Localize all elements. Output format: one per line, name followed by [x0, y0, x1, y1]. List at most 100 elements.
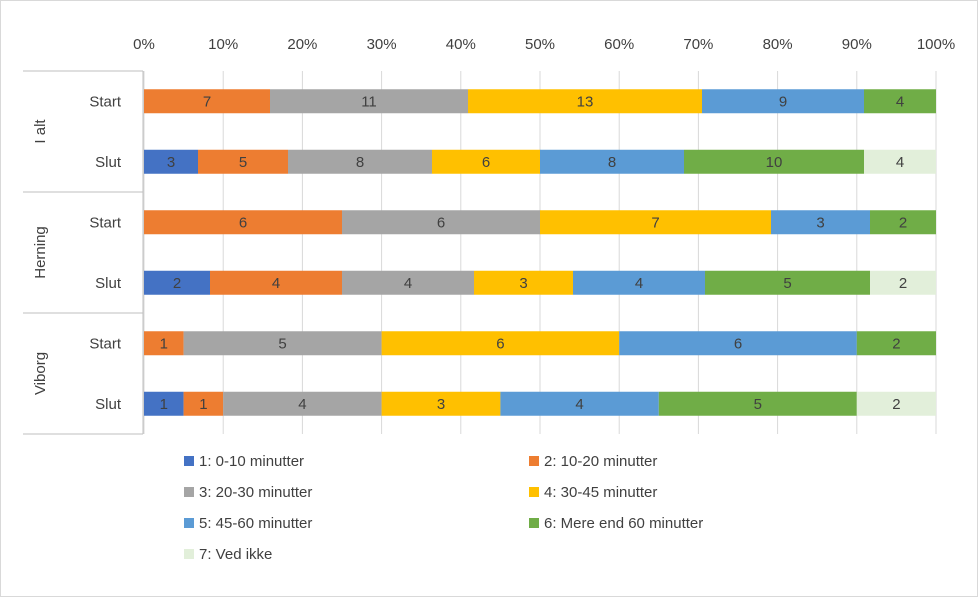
x-tick-label: 0% — [133, 36, 155, 53]
row-label: Slut — [95, 396, 122, 413]
data-label: 2 — [899, 275, 907, 292]
x-tick-label: 50% — [525, 36, 555, 53]
data-label: 2 — [892, 335, 900, 352]
bar-segment — [500, 391, 659, 416]
legend-label: 1: 0-10 minutter — [199, 453, 304, 470]
bar-segment — [540, 210, 771, 235]
bar-segment — [342, 210, 540, 235]
data-label: 7 — [651, 214, 659, 231]
data-label: 4 — [298, 396, 306, 413]
bar-segment — [864, 149, 936, 174]
bar-segment — [144, 89, 270, 114]
bar-segment — [684, 149, 864, 174]
bar-segment — [144, 331, 184, 356]
legend-swatch — [529, 456, 539, 466]
data-label: 10 — [766, 154, 783, 171]
bar-segment — [381, 331, 620, 356]
bar-segment — [870, 270, 936, 295]
data-label: 5 — [278, 335, 286, 352]
bar-segment — [144, 391, 184, 416]
bar-segment — [432, 149, 540, 174]
legend-label: 6: Mere end 60 minutter — [544, 515, 703, 532]
data-label: 4 — [575, 396, 583, 413]
bar-segment — [619, 331, 857, 356]
data-label: 4 — [272, 275, 280, 292]
bar-segment — [474, 270, 573, 295]
data-label: 6 — [482, 154, 490, 171]
bar-segment — [771, 210, 870, 235]
bar-segment — [288, 149, 432, 174]
x-tick-label: 10% — [208, 36, 238, 53]
x-tick-label: 40% — [446, 36, 476, 53]
legend-label: 3: 20-30 minutter — [199, 484, 312, 501]
x-axis-ticks: 0% 10% 20% 30% 40% 50% 60% 70% 80% 90% 100% — [133, 36, 955, 53]
x-tick-label: 60% — [604, 36, 634, 53]
data-label: 6 — [239, 214, 247, 231]
bar-segment — [702, 89, 864, 114]
legend-label: 5: 45-60 minutter — [199, 515, 312, 532]
data-label: 3 — [437, 396, 445, 413]
data-label: 3 — [167, 154, 175, 171]
data-label: 4 — [635, 275, 643, 292]
data-label: 7 — [203, 93, 211, 110]
legend-swatch — [529, 518, 539, 528]
legend-swatch — [184, 518, 194, 528]
group-label: I alt — [32, 119, 49, 144]
legend-swatch — [184, 549, 194, 559]
data-label: 5 — [783, 275, 791, 292]
legend: 1: 0-10 minutter 2: 10-20 minutter 3: 20-3… — [184, 453, 703, 563]
bars: 7 11 13 9 43 5 8 6 8 10 46 6 7 3 22 4 4 3 4 5 21 5 6 6 21 1 4 3 4 5 2 — [144, 89, 936, 416]
bar-segment — [540, 149, 684, 174]
data-label: 2 — [173, 275, 181, 292]
x-tick-label: 80% — [763, 36, 793, 53]
data-label: 9 — [779, 93, 787, 110]
legend-swatch — [184, 456, 194, 466]
data-label: 8 — [356, 154, 364, 171]
data-label: 4 — [896, 93, 904, 110]
legend-label: 2: 10-20 minutter — [544, 453, 657, 470]
data-label: 4 — [404, 275, 412, 292]
gridlines — [143, 71, 937, 434]
row-label: Start — [89, 214, 122, 231]
legend-label: 4: 30-45 minutter — [544, 484, 657, 501]
bar-segment — [658, 391, 857, 416]
bar-segment — [381, 391, 501, 416]
bar-segment — [870, 210, 936, 235]
row-label: Start — [89, 335, 122, 352]
data-label: 2 — [892, 396, 900, 413]
data-label: 3 — [816, 214, 824, 231]
data-label: 2 — [899, 214, 907, 231]
data-label: 4 — [896, 154, 904, 171]
bar-segment — [705, 270, 870, 295]
x-tick-label: 90% — [842, 36, 872, 53]
x-tick-label: 20% — [287, 36, 317, 53]
bar-segment — [183, 391, 224, 416]
x-tick-label: 70% — [683, 36, 713, 53]
data-label: 13 — [577, 93, 594, 110]
data-label: 1 — [160, 396, 168, 413]
legend-swatch — [529, 487, 539, 497]
bar-segment — [210, 270, 342, 295]
group-label: Herning — [32, 226, 49, 279]
bar-segment — [183, 331, 382, 356]
data-label: 5 — [239, 154, 247, 171]
bar-segment — [270, 89, 468, 114]
data-label: 8 — [608, 154, 616, 171]
bar-segment — [198, 149, 288, 174]
x-tick-label: 30% — [367, 36, 397, 53]
bar-segment — [144, 210, 342, 235]
data-label: 1 — [160, 335, 168, 352]
data-label: 6 — [437, 214, 445, 231]
row-label: Slut — [95, 154, 122, 171]
bar-segment — [223, 391, 382, 416]
data-label: 5 — [754, 396, 762, 413]
row-label: Start — [89, 93, 122, 110]
bar-segment — [864, 89, 936, 114]
bar-segment — [468, 89, 702, 114]
data-label: 1 — [199, 396, 207, 413]
category-axis: I alt Start Slut Herning Start Slut Viborg Star… — [23, 70, 144, 435]
data-label: 6 — [734, 335, 742, 352]
data-label: 3 — [519, 275, 527, 292]
